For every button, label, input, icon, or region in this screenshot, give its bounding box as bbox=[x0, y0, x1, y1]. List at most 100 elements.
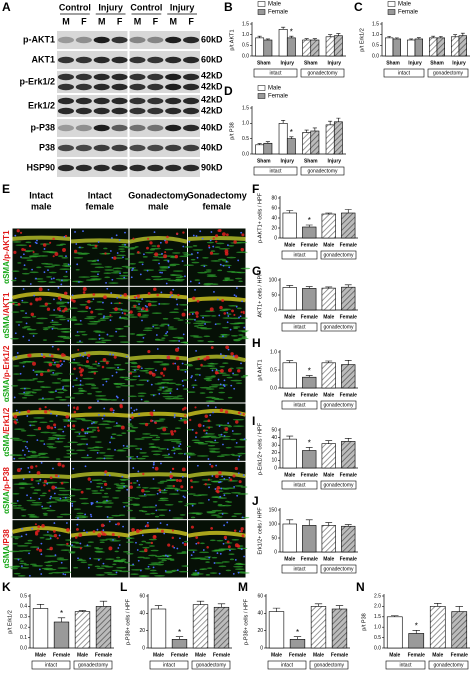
tissue-fiber bbox=[221, 561, 230, 563]
tissue-fiber bbox=[141, 455, 149, 458]
tissue-fiber bbox=[143, 490, 151, 493]
tissue-fiber bbox=[134, 245, 139, 248]
nucleus bbox=[202, 549, 205, 551]
nucleus bbox=[221, 513, 224, 515]
tissue-fiber bbox=[231, 515, 237, 518]
nucleus bbox=[26, 415, 29, 417]
y-tick-label: 60 bbox=[271, 205, 277, 211]
tissue-fiber bbox=[80, 456, 93, 459]
marker-signal bbox=[48, 489, 51, 492]
tissue-fiber bbox=[80, 438, 89, 440]
marker-signal bbox=[152, 534, 157, 539]
nucleus bbox=[191, 375, 193, 377]
y-tick-label: 0 bbox=[260, 645, 263, 651]
tissue-fiber bbox=[62, 337, 74, 340]
marker-signal bbox=[135, 529, 140, 533]
group-box bbox=[320, 250, 357, 260]
tissue-fiber bbox=[42, 339, 48, 341]
nucleus bbox=[173, 416, 176, 419]
tissue-fiber bbox=[195, 513, 202, 516]
lamina-band bbox=[187, 354, 246, 363]
marker-signal bbox=[208, 244, 211, 247]
tissue-fiber bbox=[159, 325, 165, 327]
nucleus bbox=[82, 230, 84, 233]
marker-signal bbox=[164, 251, 167, 254]
tissue-fiber bbox=[37, 280, 47, 283]
nucleus bbox=[227, 315, 230, 317]
blot-band bbox=[75, 56, 92, 64]
nucleus bbox=[21, 565, 23, 568]
tissue-fiber bbox=[117, 449, 124, 451]
tissue-fiber bbox=[189, 335, 200, 337]
nucleus bbox=[20, 535, 23, 538]
tissue-fiber bbox=[110, 399, 118, 401]
nucleus bbox=[228, 476, 231, 479]
nucleus bbox=[173, 546, 176, 549]
marker-signal bbox=[207, 478, 210, 481]
nucleus bbox=[33, 294, 36, 297]
bar bbox=[302, 450, 317, 469]
nucleus bbox=[22, 288, 25, 290]
nucleus bbox=[46, 531, 49, 533]
marker-signal bbox=[192, 296, 196, 300]
marker-signal bbox=[119, 405, 123, 409]
tissue-fiber bbox=[55, 396, 63, 399]
tissue-fiber bbox=[227, 245, 235, 247]
marker-signal bbox=[104, 470, 108, 474]
marker-signal bbox=[35, 465, 38, 468]
tissue-fiber bbox=[21, 316, 31, 319]
tissue-fiber bbox=[54, 498, 62, 501]
tissue-fiber bbox=[172, 252, 181, 254]
panel-label: K bbox=[2, 580, 11, 594]
x-tick-label: Injury bbox=[408, 60, 422, 66]
tissue-fiber bbox=[217, 503, 223, 506]
tissue-fiber bbox=[115, 386, 122, 388]
tissue-fiber bbox=[19, 562, 27, 565]
marker-signal bbox=[203, 429, 206, 432]
tissue-fiber bbox=[187, 452, 195, 455]
nucleus bbox=[168, 453, 170, 456]
tissue-fiber bbox=[183, 264, 195, 267]
blot-band bbox=[93, 124, 110, 132]
nucleus bbox=[168, 266, 170, 269]
nucleus bbox=[156, 527, 159, 530]
tissue-fiber bbox=[155, 555, 162, 558]
tissue-fiber bbox=[101, 339, 112, 342]
micrograph bbox=[188, 520, 246, 578]
nucleus bbox=[123, 505, 126, 508]
marker-signal bbox=[94, 244, 98, 248]
error-bar bbox=[286, 435, 294, 440]
tissue-fiber bbox=[108, 311, 121, 314]
nucleus bbox=[86, 432, 89, 435]
nucleus bbox=[210, 231, 213, 233]
nucleus bbox=[243, 326, 246, 329]
tissue-fiber bbox=[19, 560, 24, 562]
marker-signal bbox=[129, 372, 133, 375]
tissue-fiber bbox=[156, 509, 168, 511]
tissue-fiber bbox=[240, 376, 246, 378]
tissue-fiber bbox=[134, 497, 141, 500]
nucleus bbox=[121, 475, 124, 478]
nucleus bbox=[135, 297, 138, 299]
blot-row-label: p-Erk1/2 bbox=[19, 76, 55, 86]
y-tick-label: 150 bbox=[269, 507, 278, 513]
tissue-fiber bbox=[69, 307, 78, 310]
nucleus bbox=[166, 523, 169, 526]
error-bar bbox=[328, 34, 333, 37]
tissue-fiber bbox=[117, 487, 124, 490]
marker-signal bbox=[21, 247, 25, 252]
y-axis-label: p-AKT1+ cells / HPF bbox=[257, 192, 263, 243]
tissue-fiber bbox=[135, 300, 142, 303]
nucleus bbox=[204, 323, 206, 325]
marker-signal bbox=[197, 541, 200, 545]
tissue-fiber bbox=[104, 378, 110, 380]
tissue-fiber bbox=[130, 573, 139, 575]
tissue-fiber bbox=[22, 360, 32, 363]
tissue-fiber bbox=[119, 250, 126, 253]
tissue-fiber bbox=[173, 317, 181, 320]
tissue-fiber bbox=[54, 441, 64, 443]
marker-signal bbox=[205, 355, 210, 360]
nucleus bbox=[169, 471, 172, 474]
tissue-fiber bbox=[101, 496, 110, 498]
tissue-fiber bbox=[218, 247, 231, 250]
